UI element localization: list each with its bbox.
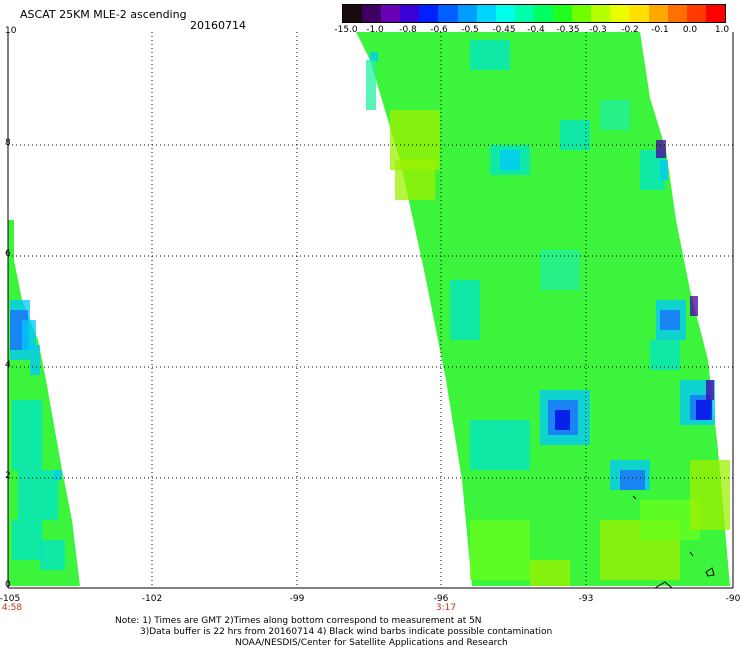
colorbar-labels: -15.0 -1.0 -0.8 -0.6 -0.5 -0.45 -0.4 -0.35 -0.3 -…	[330, 25, 740, 37]
wind-patch	[650, 340, 680, 370]
wind-patch	[30, 345, 40, 375]
map-date: 20160714	[190, 19, 246, 32]
colorbar-swatch	[629, 5, 649, 22]
note-line-2: 3)Data buffer is 22 hrs from 20160714 4)…	[140, 627, 553, 637]
colorbar-swatch	[400, 5, 420, 22]
colorbar-label: 0.0	[682, 25, 698, 35]
wind-patch	[706, 380, 714, 400]
wind-patch	[656, 140, 666, 158]
colorbar-swatch	[514, 5, 534, 22]
colorbar-label: -1.0	[366, 25, 384, 35]
colorbar-label: -0.8	[399, 25, 417, 35]
wind-patch	[370, 52, 378, 62]
note-line-3: NOAA/NESDIS/Center for Satellite Applica…	[235, 638, 508, 648]
wind-patch	[470, 520, 530, 580]
wind-patch	[54, 470, 62, 480]
colorbar-label: -0.6	[430, 25, 448, 35]
colorbar-label: -0.3	[589, 25, 607, 35]
colorbar-label: -0.2	[621, 25, 639, 35]
wind-patch	[530, 560, 570, 586]
colorbar-swatch	[457, 5, 477, 22]
colorbar-swatch	[438, 5, 458, 22]
x-tick-label: -105	[0, 594, 21, 604]
y-tick-label: 6	[5, 249, 11, 259]
wind-patch	[696, 400, 712, 420]
colorbar-swatch	[591, 5, 611, 22]
wind-patch	[40, 540, 65, 570]
wind-patch	[690, 460, 730, 530]
colorbar-swatch	[533, 5, 554, 22]
colorbar	[342, 4, 726, 23]
wind-patch	[22, 320, 36, 350]
wind-patch	[366, 60, 376, 110]
x-tick-label: -102	[141, 594, 163, 604]
colorbar-label: -0.5	[461, 25, 479, 35]
footnotes: Note: 1) Times are GMT 2)Times along bot…	[115, 616, 552, 649]
time-label: 4:58	[1, 603, 23, 613]
x-tick-label: -99	[289, 594, 305, 604]
x-tick-label: -96	[433, 594, 449, 604]
coastline	[632, 495, 715, 589]
wind-patch	[540, 250, 580, 290]
x-tick-label: -93	[578, 594, 594, 604]
colorbar-label: -15.0	[334, 25, 358, 35]
wind-patch	[470, 40, 510, 70]
colorbar-swatch	[362, 5, 382, 22]
wind-patch	[395, 160, 435, 200]
colorbar-swatch	[686, 5, 706, 22]
y-tick-label: 0	[5, 580, 11, 590]
wind-patch	[620, 470, 645, 490]
time-label: 3:17	[435, 603, 457, 613]
y-tick-label: 4	[5, 360, 11, 370]
map-title: ASCAT 25KM MLE-2 ascending	[20, 8, 187, 21]
wind-patch	[500, 150, 520, 170]
y-tick-label: 2	[5, 471, 11, 481]
colorbar-label: -0.35	[556, 25, 580, 35]
note-line-1: Note: 1) Times are GMT 2)Times along bot…	[115, 616, 482, 626]
wind-patch	[450, 280, 480, 340]
wind-patch	[470, 420, 530, 470]
colorbar-swatch	[419, 5, 439, 22]
colorbar-swatch	[476, 5, 496, 22]
wind-patch	[600, 100, 630, 130]
colorbar-label: -0.4	[527, 25, 545, 35]
y-tick-label: 8	[5, 138, 11, 148]
colorbar-label: -0.45	[492, 25, 516, 35]
map-frame	[7, 32, 734, 589]
right-swath	[356, 32, 730, 586]
colorbar-swatch	[648, 5, 668, 22]
wind-patch	[555, 410, 570, 430]
wind-patch	[12, 400, 42, 470]
colorbar-swatch	[667, 5, 687, 22]
wind-patch	[660, 160, 668, 180]
colorbar-label: 1.0	[714, 25, 730, 35]
colorbar-swatch	[343, 5, 363, 22]
colorbar-swatch	[610, 5, 630, 22]
colorbar-swatch	[381, 5, 401, 22]
wind-patch	[660, 310, 680, 330]
colorbar-swatch	[705, 5, 725, 22]
colorbar-swatch	[572, 5, 592, 22]
grid-lines	[8, 32, 733, 588]
wind-patch	[690, 296, 698, 316]
x-tick-label: -90	[725, 594, 740, 604]
y-tick-label: 10	[5, 26, 17, 36]
wind-patch	[12, 520, 42, 560]
colorbar-swatch	[553, 5, 573, 22]
colorbar-swatch	[495, 5, 515, 22]
colorbar-label: -0.1	[651, 25, 669, 35]
